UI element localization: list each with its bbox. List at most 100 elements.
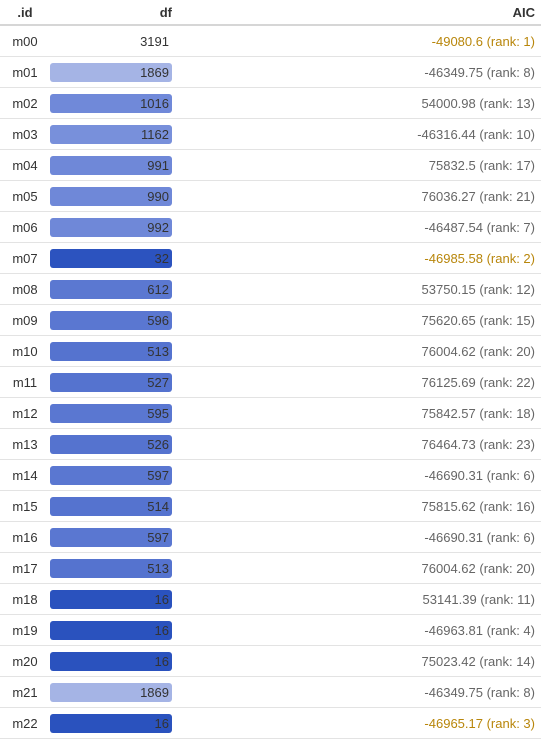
df-value: 612 xyxy=(147,281,169,297)
df-bar xyxy=(50,713,172,733)
aic-cell: -46690.31 (rank: 6) xyxy=(424,529,535,545)
df-value: 991 xyxy=(147,157,169,173)
df-cell: 526 xyxy=(0,429,180,459)
df-value: 513 xyxy=(147,560,169,576)
df-cell: 16 xyxy=(0,646,180,676)
df-bar xyxy=(50,217,172,237)
df-cell: 32 xyxy=(0,243,180,273)
df-cell: 597 xyxy=(0,522,180,552)
id-cell: m12 xyxy=(12,405,38,421)
aic-cell: -46690.31 (rank: 6) xyxy=(424,467,535,483)
table-row: m16 597 -46690.31 (rank: 6) xyxy=(0,522,541,553)
table-row: m17 513 76004.62 (rank: 20) xyxy=(0,553,541,584)
aic-cell: 76004.62 (rank: 20) xyxy=(421,560,535,576)
df-value: 992 xyxy=(147,219,169,235)
id-cell: m11 xyxy=(12,374,38,390)
table-row: m01 1869 -46349.75 (rank: 8) xyxy=(0,57,541,88)
df-bar xyxy=(50,682,172,702)
aic-cell: 76125.69 (rank: 22) xyxy=(421,374,535,390)
aic-cell: 53141.39 (rank: 11) xyxy=(422,591,536,607)
df-bar xyxy=(50,186,172,206)
aic-cell: 75023.42 (rank: 14) xyxy=(421,653,535,669)
df-value: 595 xyxy=(147,405,169,421)
table-row: m03 1162 -46316.44 (rank: 10) xyxy=(0,119,541,150)
df-bar xyxy=(50,403,172,423)
aic-cell: 75832.5 (rank: 17) xyxy=(428,157,535,173)
df-value: 526 xyxy=(147,436,169,452)
df-cell: 992 xyxy=(0,212,180,242)
table-row: m08 612 53750.15 (rank: 12) xyxy=(0,274,541,305)
table-row: m19 16 -46963.81 (rank: 4) xyxy=(0,615,541,646)
df-value: 16 xyxy=(154,591,169,607)
df-cell: 16 xyxy=(0,708,180,738)
df-bar xyxy=(50,496,172,516)
id-cell: m01 xyxy=(12,64,38,80)
aic-cell: 54000.98 (rank: 13) xyxy=(421,95,535,111)
df-bar xyxy=(50,589,172,609)
table-row: m15 514 75815.62 (rank: 16) xyxy=(0,491,541,522)
df-cell: 612 xyxy=(0,274,180,304)
df-value: 597 xyxy=(147,467,169,483)
df-bar xyxy=(50,62,172,82)
df-value: 16 xyxy=(154,653,169,669)
aic-cell: -49080.6 (rank: 1) xyxy=(431,33,535,49)
df-bar xyxy=(50,279,172,299)
id-cell: m08 xyxy=(12,281,38,297)
table-row: m00 3191 -49080.6 (rank: 1) xyxy=(0,26,541,57)
df-value: 1162 xyxy=(141,126,169,142)
df-value: 16 xyxy=(154,622,169,638)
aic-cell: -46963.81 (rank: 4) xyxy=(424,622,535,638)
df-bar xyxy=(50,372,172,392)
aic-cell: -46985.58 (rank: 2) xyxy=(424,250,535,266)
aic-cell: 53750.15 (rank: 12) xyxy=(421,281,535,297)
id-cell: m00 xyxy=(12,33,38,49)
table-row: m12 595 75842.57 (rank: 18) xyxy=(0,398,541,429)
df-value: 1869 xyxy=(140,684,169,700)
table-row: m14 597 -46690.31 (rank: 6) xyxy=(0,460,541,491)
df-cell: 595 xyxy=(0,398,180,428)
df-bar xyxy=(50,310,172,330)
table-row: m07 32 -46985.58 (rank: 2) xyxy=(0,243,541,274)
df-cell: 3191 xyxy=(0,26,180,56)
df-cell: 16 xyxy=(0,615,180,645)
df-value: 1869 xyxy=(140,64,169,80)
df-bar xyxy=(50,558,172,578)
df-cell: 16 xyxy=(0,584,180,614)
aic-cell: 75842.57 (rank: 18) xyxy=(421,405,535,421)
header-cell: .id xyxy=(17,4,33,20)
df-bar xyxy=(50,434,172,454)
id-cell: m05 xyxy=(12,188,38,204)
df-bar xyxy=(50,651,172,671)
df-value: 527 xyxy=(147,374,169,390)
id-cell: m15 xyxy=(12,498,38,514)
df-value: 597 xyxy=(147,529,169,545)
id-cell: m16 xyxy=(12,529,38,545)
table-row: m05 990 76036.27 (rank: 21) xyxy=(0,181,541,212)
aic-cell: -46316.44 (rank: 10) xyxy=(417,126,535,142)
df-value: 596 xyxy=(147,312,169,328)
table-row: m13 526 76464.73 (rank: 23) xyxy=(0,429,541,460)
df-bar xyxy=(50,465,172,485)
id-cell: m21 xyxy=(12,684,38,700)
df-value: 3191 xyxy=(140,33,169,49)
df-bar xyxy=(50,248,172,268)
id-cell: m18 xyxy=(12,591,38,607)
df-cell: 513 xyxy=(0,336,180,366)
df-cell: 527 xyxy=(0,367,180,397)
df-value: 16 xyxy=(154,715,169,731)
aic-cell: 75620.65 (rank: 15) xyxy=(421,312,535,328)
id-cell: m06 xyxy=(12,219,38,235)
df-cell: 1016 xyxy=(0,88,180,118)
id-cell: m19 xyxy=(12,622,38,638)
id-cell: m22 xyxy=(12,715,38,731)
aic-cell: -46349.75 (rank: 8) xyxy=(424,64,535,80)
df-cell: 1162 xyxy=(0,119,180,149)
df-bar xyxy=(50,527,172,547)
aic-cell: 75815.62 (rank: 16) xyxy=(421,498,535,514)
table-row: m22 16 -46965.17 (rank: 3) xyxy=(0,708,541,739)
df-cell: 1869 xyxy=(0,677,180,707)
table-row: m11 527 76125.69 (rank: 22) xyxy=(0,367,541,398)
aic-cell: -46965.17 (rank: 3) xyxy=(424,715,535,731)
aic-cell: 76036.27 (rank: 21) xyxy=(421,188,535,204)
table-row: m04 991 75832.5 (rank: 17) xyxy=(0,150,541,181)
